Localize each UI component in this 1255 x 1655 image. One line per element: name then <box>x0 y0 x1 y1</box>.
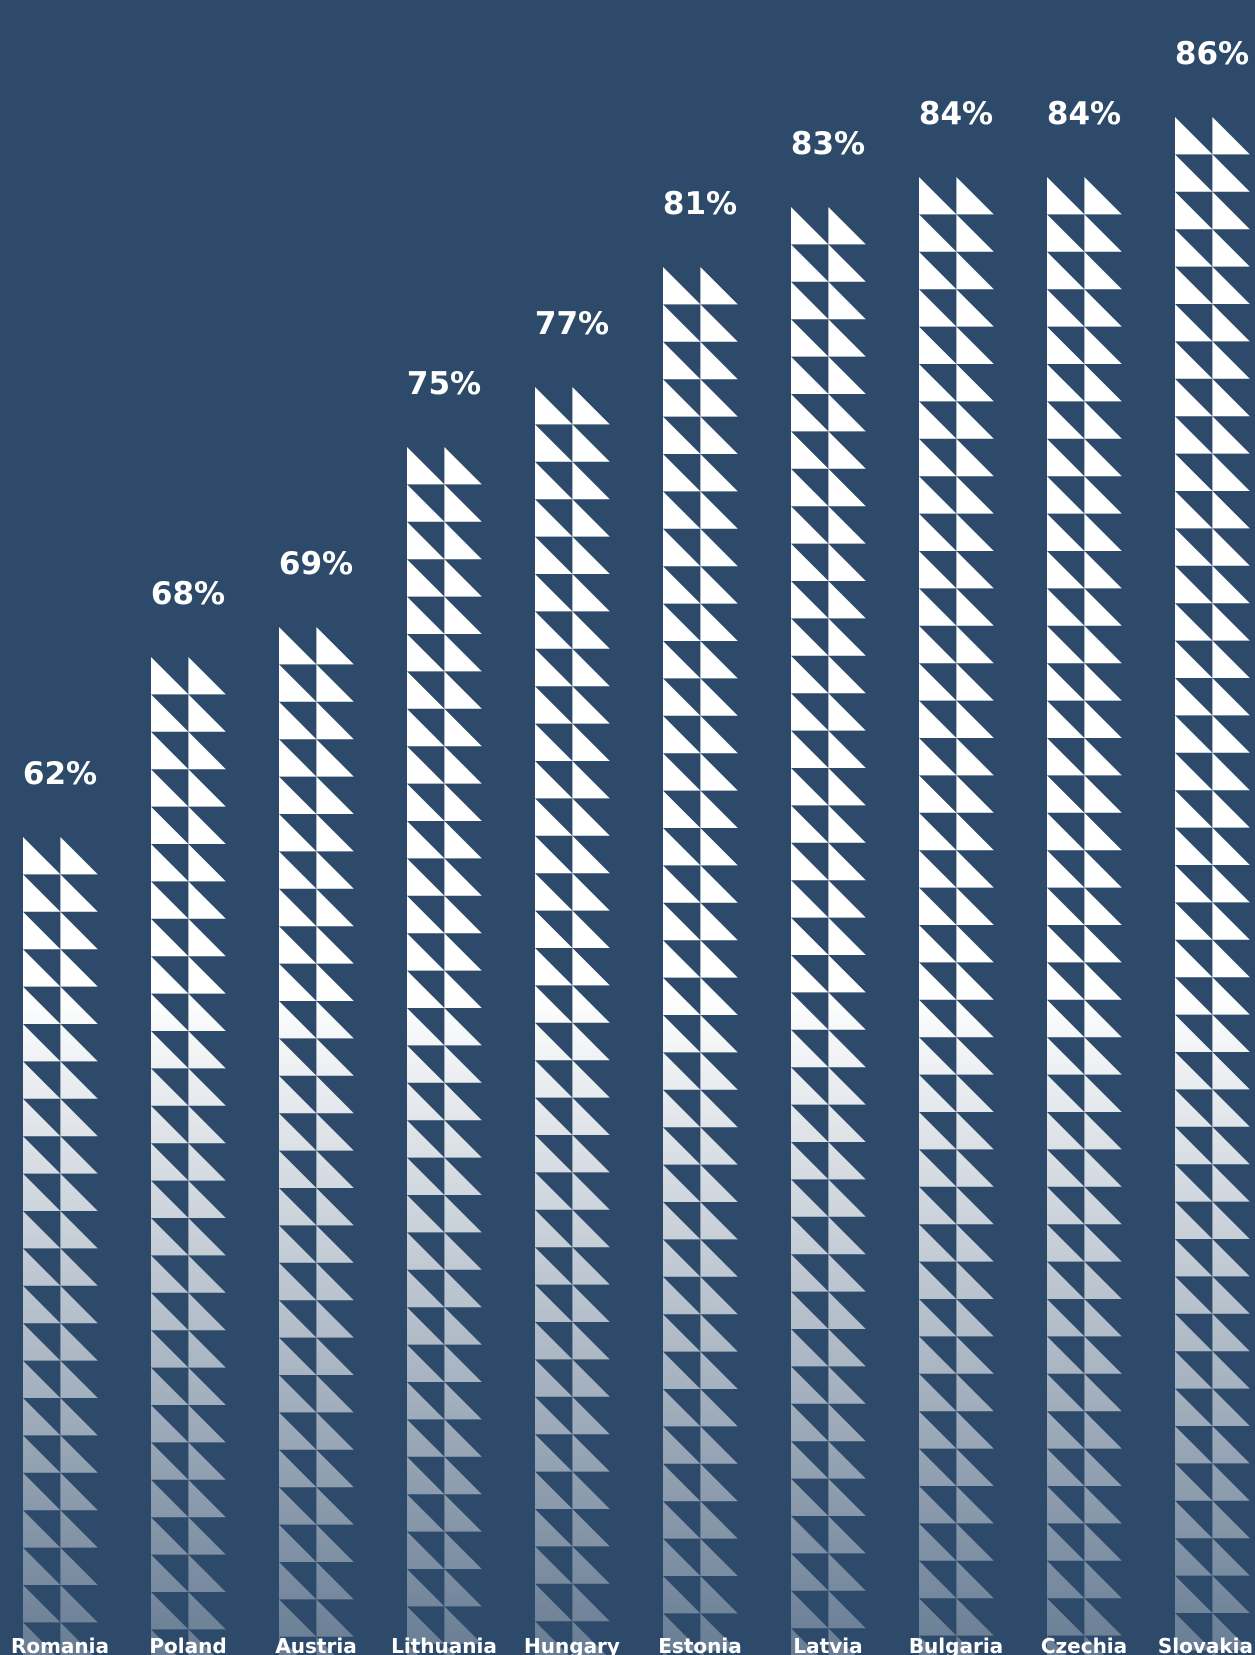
value-label-czechia: 84% <box>1047 96 1121 132</box>
bar-slovakia <box>1175 117 1250 1655</box>
bar-bulgaria <box>919 177 994 1655</box>
category-label-latvia: Latvia <box>793 1634 862 1655</box>
bar-triangles <box>1175 117 1250 1655</box>
value-label-romania: 62% <box>23 756 97 792</box>
category-label-poland: Poland <box>149 1634 226 1655</box>
category-label-czechia: Czechia <box>1041 1634 1127 1655</box>
category-label-austria: Austria <box>275 1634 356 1655</box>
bar-triangles <box>1047 177 1122 1655</box>
bar-czechia <box>1047 177 1122 1655</box>
category-label-estonia: Estonia <box>658 1634 741 1655</box>
value-label-poland: 68% <box>151 576 225 612</box>
bar-triangles <box>535 387 610 1655</box>
value-label-bulgaria: 84% <box>919 96 993 132</box>
bar-poland <box>151 657 226 1655</box>
bar-estonia <box>663 267 738 1655</box>
value-label-austria: 69% <box>279 546 353 582</box>
bar-triangles <box>279 627 354 1655</box>
bar-latvia <box>791 207 866 1655</box>
category-label-bulgaria: Bulgaria <box>909 1634 1003 1655</box>
bar-austria <box>279 627 354 1655</box>
category-label-romania: Romania <box>11 1634 109 1655</box>
bar-triangles <box>151 657 226 1655</box>
bars-layer <box>23 117 1250 1655</box>
category-label-slovakia: Slovakia <box>1158 1634 1253 1655</box>
category-label-lithuania: Lithuania <box>391 1634 497 1655</box>
value-label-slovakia: 86% <box>1175 36 1249 72</box>
bar-triangles <box>919 177 994 1655</box>
bar-triangles <box>791 207 866 1655</box>
bar-triangles <box>663 267 738 1655</box>
value-label-hungary: 77% <box>535 306 609 342</box>
bar-triangles <box>407 447 482 1655</box>
category-labels-layer: Romania Poland Austria Lithuania Hungary Esto… <box>11 1634 1253 1655</box>
bar-hungary <box>535 387 610 1655</box>
category-label-hungary: Hungary <box>524 1634 620 1655</box>
value-label-estonia: 81% <box>663 186 737 222</box>
bar-triangles <box>23 837 98 1655</box>
value-labels-layer: 62% 68% 69% 75% 77% 81% 83% 84% 84% 86% <box>23 36 1249 792</box>
bar-romania <box>23 837 98 1655</box>
value-label-latvia: 83% <box>791 126 865 162</box>
value-label-lithuania: 75% <box>407 366 481 402</box>
bar-lithuania <box>407 447 482 1655</box>
